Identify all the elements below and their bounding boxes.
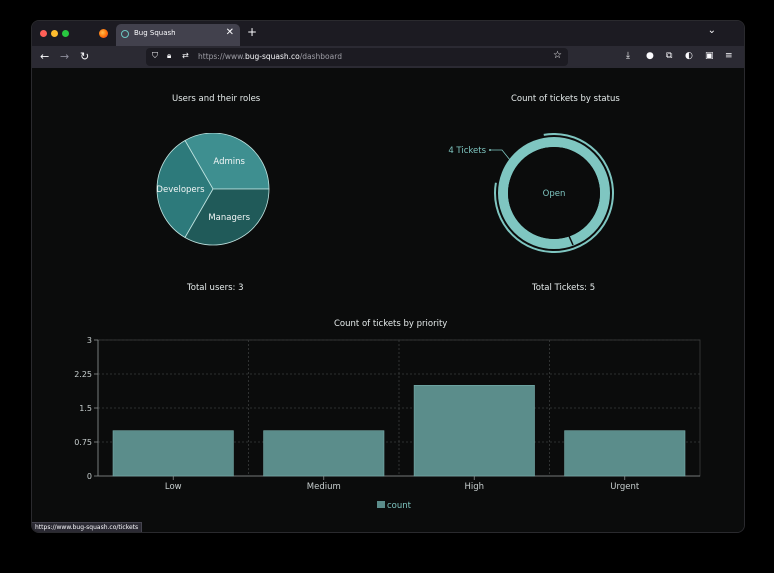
y-tick-label: 2.25	[74, 370, 92, 379]
bar-medium[interactable]	[263, 430, 385, 477]
container-icon[interactable]: ▣	[705, 51, 714, 61]
account-icon[interactable]: ●	[646, 51, 654, 61]
pie-slice-managers[interactable]	[184, 188, 270, 246]
permissions-icon[interactable]: ⇄	[182, 51, 189, 60]
status-donut-chart: 4 Tickets Open	[448, 133, 614, 253]
donut-annotation: 4 Tickets	[448, 146, 486, 156]
minimize-window-button[interactable]	[51, 30, 58, 37]
dashboard-page: Users and their roles Count of tickets b…	[32, 68, 744, 532]
legend-swatch[interactable]	[377, 501, 385, 508]
donut-inner-edge	[508, 147, 600, 239]
close-tab-icon[interactable]: ✕	[225, 27, 234, 38]
downloads-icon[interactable]: ⤓	[626, 51, 630, 61]
url-text[interactable]: https://www.bug-squash.co/dashboard	[198, 52, 342, 61]
pie-label-managers: Managers	[208, 213, 250, 223]
back-arrow-icon[interactable]: ←	[40, 50, 50, 63]
forward-arrow-icon[interactable]: →	[60, 50, 70, 63]
y-tick-label: 3	[87, 336, 92, 345]
y-tick-label: 0	[87, 472, 92, 481]
x-tick-label-high: High	[464, 482, 484, 492]
donut-separator	[568, 235, 574, 246]
bar-urgent[interactable]	[564, 430, 686, 477]
status-chart-title: Count of tickets by status	[511, 94, 620, 104]
priority-chart-title: Count of tickets by priority	[334, 319, 448, 329]
navigation-toolbar: ← → ↻ ⛉ 🔒︎ ⇄ https://www.bug-squash.co/d…	[32, 46, 744, 68]
maximize-window-button[interactable]	[62, 30, 69, 37]
tab-bug-squash[interactable]: Bug Squash ✕	[116, 24, 240, 46]
shield-icon[interactable]: ⛉	[152, 51, 158, 60]
annotation-dot	[489, 149, 491, 151]
title-bar: Bug Squash ✕ + ⌄	[32, 21, 744, 46]
bookmark-star-icon[interactable]: ☆	[553, 50, 562, 61]
link-status-bar: https://www.bug-squash.co/tickets	[32, 522, 143, 532]
users-chart-title: Users and their roles	[172, 94, 261, 104]
tab-title: Bug Squash	[134, 29, 176, 37]
x-tick-label-medium: Medium	[307, 482, 341, 492]
donut-center-label: Open	[543, 189, 566, 199]
lock-icon[interactable]: 🔒︎	[167, 51, 172, 60]
annotation-leader-line	[490, 149, 511, 161]
users-total: Total users: 3	[187, 283, 244, 293]
x-tick-label-urgent: Urgent	[610, 482, 640, 492]
extensions-icon[interactable]: ⧉	[666, 51, 673, 61]
firefox-view-icon[interactable]	[99, 29, 108, 38]
pie-slice-developers[interactable]	[156, 139, 214, 239]
url-scheme: https://www.	[198, 52, 245, 61]
y-tick-label: 1.5	[79, 404, 92, 413]
bar-high[interactable]	[413, 384, 535, 477]
addon-icon[interactable]: ◐	[685, 51, 693, 61]
tickets-total: Total Tickets: 5	[532, 283, 596, 293]
url-domain: bug-squash.co	[244, 52, 300, 61]
url-path: /dashboard	[299, 52, 342, 61]
priority-bar-chart: 0 0.75 1.5 2.25 3 Low Medium High Urgent count	[74, 336, 701, 509]
y-tick-label: 0.75	[74, 438, 92, 447]
chevron-down-icon[interactable]: ⌄	[707, 25, 716, 36]
users-pie-chart: Admins Developers Managers	[156, 133, 270, 246]
address-bar[interactable]: ⛉ 🔒︎ ⇄ https://www.bug-squash.co/dashboa…	[146, 48, 568, 66]
menu-hamburger-icon[interactable]: ≡	[725, 51, 733, 61]
browser-window: Bug Squash ✕ + ⌄ ← → ↻ ⛉ 🔒︎ ⇄ https://ww…	[31, 20, 745, 533]
pie-slice-admins[interactable]	[184, 133, 270, 190]
legend-label-count[interactable]: count	[387, 501, 412, 509]
bar-low[interactable]	[112, 430, 234, 477]
donut-hover-arc	[494, 133, 614, 253]
bug-squash-favicon-icon	[121, 30, 129, 38]
pie-label-developers: Developers	[156, 185, 205, 195]
reload-icon[interactable]: ↻	[80, 50, 90, 63]
close-window-button[interactable]	[40, 30, 47, 37]
pie-label-admins: Admins	[213, 157, 245, 167]
x-tick-label-low: Low	[165, 482, 182, 492]
donut-segment-open[interactable]	[498, 137, 610, 249]
new-tab-plus-icon[interactable]: +	[247, 25, 258, 39]
